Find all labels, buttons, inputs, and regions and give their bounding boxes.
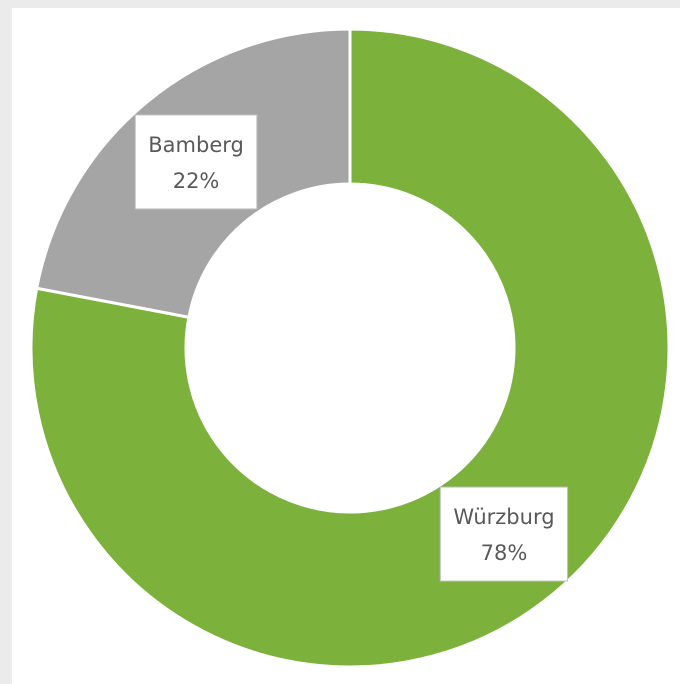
data-label-box xyxy=(134,114,258,210)
data-label: Bamberg 22% xyxy=(134,114,258,210)
data-label: Würzburg 78% xyxy=(439,486,569,582)
value-label: 78% xyxy=(481,541,528,565)
value-label: 22% xyxy=(173,169,220,193)
category-label: Würzburg xyxy=(453,505,554,529)
category-label: Bamberg xyxy=(148,133,244,157)
data-label-box xyxy=(439,486,569,582)
